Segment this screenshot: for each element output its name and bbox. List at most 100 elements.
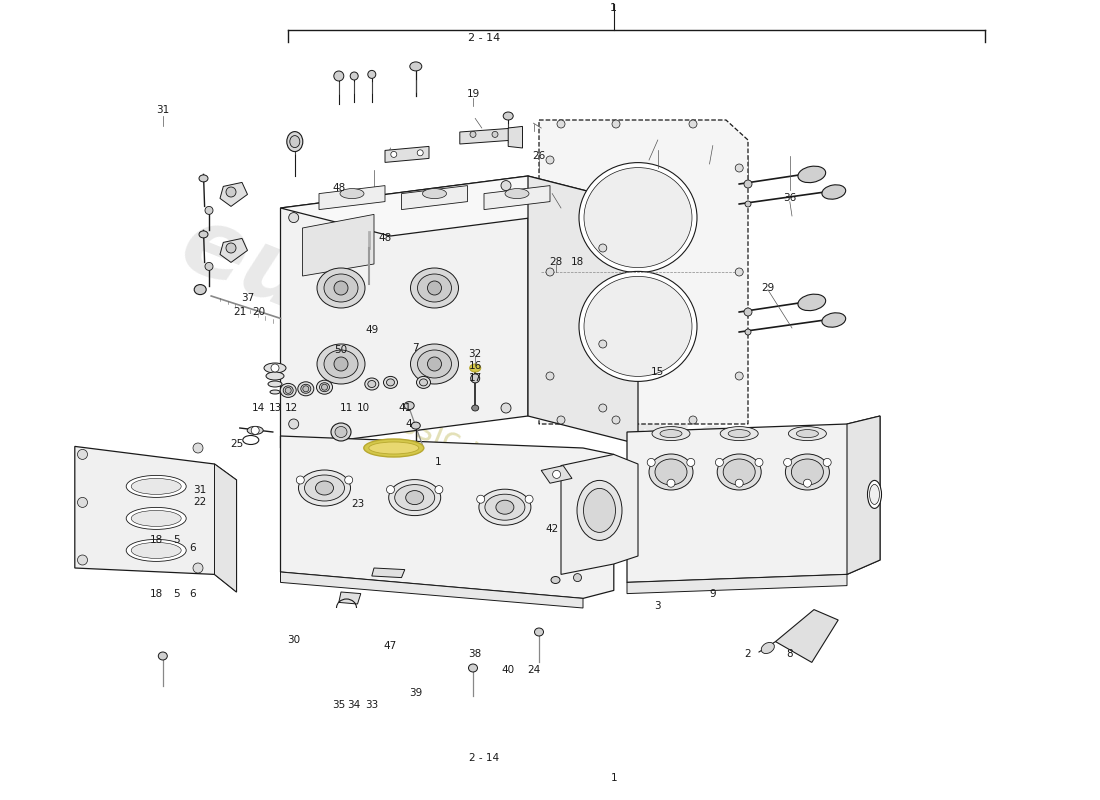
Text: 12: 12 [285,403,298,413]
Polygon shape [539,120,748,424]
Ellipse shape [410,268,459,308]
Circle shape [557,120,565,128]
Polygon shape [776,610,838,662]
Circle shape [428,357,441,371]
Polygon shape [280,572,583,608]
Circle shape [350,72,359,80]
Ellipse shape [798,294,826,310]
Circle shape [333,71,344,81]
Ellipse shape [340,189,364,198]
Ellipse shape [649,454,693,490]
Ellipse shape [761,642,774,654]
Circle shape [386,486,395,494]
Polygon shape [372,568,405,578]
Circle shape [77,498,88,507]
Ellipse shape [579,271,697,382]
Circle shape [525,495,533,503]
Circle shape [288,213,299,222]
Text: 2 - 14: 2 - 14 [468,34,500,43]
Circle shape [745,201,751,207]
Text: 23: 23 [351,499,364,509]
Circle shape [500,403,512,413]
Ellipse shape [503,112,514,120]
Text: 37: 37 [241,294,254,303]
Ellipse shape [584,276,692,376]
Text: 31: 31 [194,485,207,494]
Text: 6: 6 [189,589,196,598]
Text: 36: 36 [783,194,796,203]
Ellipse shape [422,189,447,198]
Ellipse shape [472,405,478,411]
Text: 6: 6 [189,543,196,553]
Polygon shape [319,186,385,210]
Circle shape [598,340,607,348]
Text: 11: 11 [340,403,353,413]
Ellipse shape [496,500,514,514]
Ellipse shape [868,480,881,509]
Ellipse shape [158,652,167,660]
Ellipse shape [199,175,208,182]
Circle shape [735,268,744,276]
Circle shape [321,384,328,390]
Text: eurospares: eurospares [168,198,756,506]
Text: 5: 5 [173,589,179,598]
Ellipse shape [316,481,333,495]
Ellipse shape [583,488,616,533]
Text: a classic parts since 1985: a classic parts since 1985 [322,376,734,568]
Ellipse shape [395,485,434,510]
Ellipse shape [789,426,826,441]
Text: 50: 50 [334,346,348,355]
Circle shape [77,450,88,459]
Text: 21: 21 [233,307,246,317]
Ellipse shape [470,364,481,372]
Polygon shape [541,466,572,483]
Circle shape [735,479,744,487]
Text: 42: 42 [546,524,559,534]
Circle shape [557,416,565,424]
Ellipse shape [268,381,282,387]
Text: 18: 18 [150,589,163,598]
Text: 15: 15 [651,367,664,377]
Ellipse shape [298,470,351,506]
Ellipse shape [364,439,424,457]
Ellipse shape [796,430,818,438]
Circle shape [251,426,260,434]
Text: 49: 49 [365,326,378,335]
Polygon shape [627,574,847,594]
Ellipse shape [822,185,846,199]
Ellipse shape [417,376,430,388]
Circle shape [823,458,832,466]
Text: 1: 1 [610,3,617,13]
Circle shape [689,416,697,424]
Text: 32: 32 [469,349,482,358]
Text: 41: 41 [398,403,411,413]
Ellipse shape [728,430,750,438]
Circle shape [546,156,554,164]
Circle shape [744,180,752,188]
Ellipse shape [324,274,358,302]
Ellipse shape [243,435,258,445]
Ellipse shape [289,135,300,147]
Text: 2: 2 [745,650,751,659]
Ellipse shape [336,426,346,438]
Polygon shape [280,436,614,598]
Polygon shape [508,126,522,148]
Ellipse shape [199,231,208,238]
Circle shape [612,416,620,424]
Text: 5: 5 [173,535,179,545]
Ellipse shape [131,510,182,526]
Ellipse shape [317,380,332,394]
Text: 34: 34 [348,700,361,710]
Ellipse shape [266,372,284,380]
Ellipse shape [419,379,428,386]
Ellipse shape [331,423,351,441]
Circle shape [288,419,299,429]
Ellipse shape [717,454,761,490]
Text: 47: 47 [384,641,397,650]
Ellipse shape [791,459,824,485]
Circle shape [755,458,763,466]
Circle shape [192,563,204,573]
Circle shape [735,372,744,380]
Circle shape [598,244,607,252]
Text: 33: 33 [365,700,378,710]
